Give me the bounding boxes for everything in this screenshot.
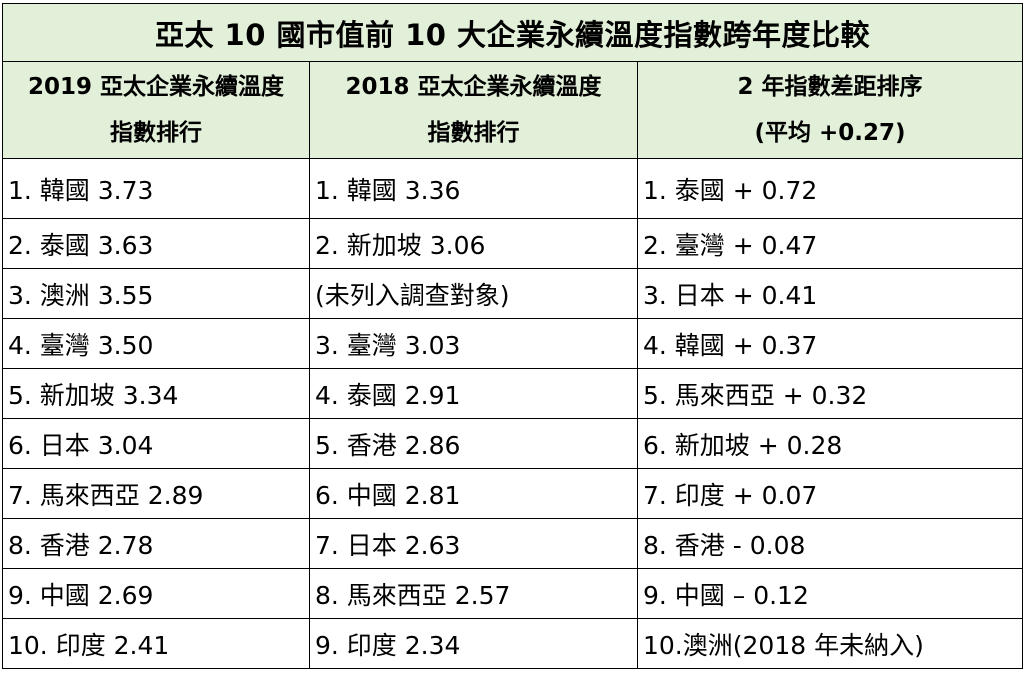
cell-2019: 3. 澳洲 3.55	[2, 268, 310, 319]
table-body: 1. 韓國 3.73 1. 韓國 3.36 1. 泰國 + 0.72 2. 泰國 3.…	[2, 158, 1023, 669]
table-row: 10. 印度 2.41 9. 印度 2.34 10.澳洲(2018 年未納入)	[2, 618, 1023, 669]
cell-2019: 4. 臺灣 3.50	[2, 318, 310, 369]
cell-2019: 8. 香港 2.78	[2, 518, 310, 569]
cell-2018: 2. 新加坡 3.06	[309, 218, 638, 269]
comparison-table: 亞太 10 國市值前 10 大企業永續溫度指數跨年度比較 2019 亞太企業永續…	[2, 3, 1023, 669]
table-title: 亞太 10 國市值前 10 大企業永續溫度指數跨年度比較	[2, 3, 1023, 62]
table-row: 7. 馬來西亞 2.89 6. 中國 2.81 7. 印度 + 0.07	[2, 468, 1023, 519]
cell-difference: 8. 香港 - 0.08	[637, 518, 1023, 569]
header-row: 2019 亞太企業永續溫度 指數排行 2018 亞太企業永續溫度 指數排行 2 …	[2, 61, 1023, 159]
cell-2019: 10. 印度 2.41	[2, 618, 310, 669]
cell-2019: 9. 中國 2.69	[2, 568, 310, 619]
header-diff-line2: (平均 +0.27)	[754, 120, 906, 146]
cell-difference: 7. 印度 + 0.07	[637, 468, 1023, 519]
header-diff-line1: 2 年指數差距排序	[737, 74, 923, 100]
cell-2018: 4. 泰國 2.91	[309, 368, 638, 419]
title-row: 亞太 10 國市值前 10 大企業永續溫度指數跨年度比較	[2, 3, 1023, 62]
cell-difference: 3. 日本 + 0.41	[637, 268, 1023, 319]
cell-difference: 10.澳洲(2018 年未納入)	[637, 618, 1023, 669]
table-row: 4. 臺灣 3.50 3. 臺灣 3.03 4. 韓國 + 0.37	[2, 318, 1023, 369]
cell-2019: 2. 泰國 3.63	[2, 218, 310, 269]
header-2018-line2: 指數排行	[427, 120, 520, 146]
cell-2018: 3. 臺灣 3.03	[309, 318, 638, 369]
cell-difference: 9. 中國 – 0.12	[637, 568, 1023, 619]
cell-2019: 6. 日本 3.04	[2, 418, 310, 469]
cell-2019: 7. 馬來西亞 2.89	[2, 468, 310, 519]
header-2018-line1: 2018 亞太企業永續溫度	[345, 74, 602, 100]
cell-2018: 5. 香港 2.86	[309, 418, 638, 469]
cell-2018: 6. 中國 2.81	[309, 468, 638, 519]
header-difference-ranking: 2 年指數差距排序 (平均 +0.27)	[637, 61, 1023, 159]
cell-2018: 1. 韓國 3.36	[309, 158, 638, 219]
header-2019-ranking: 2019 亞太企業永續溫度 指數排行	[2, 61, 310, 159]
header-2019-line1: 2019 亞太企業永續溫度	[27, 74, 285, 100]
cell-2018: (未列入調查對象)	[309, 268, 638, 319]
cell-difference: 6. 新加坡 + 0.28	[637, 418, 1023, 469]
cell-2018: 7. 日本 2.63	[309, 518, 638, 569]
table-row: 1. 韓國 3.73 1. 韓國 3.36 1. 泰國 + 0.72	[2, 158, 1023, 219]
cell-difference: 2. 臺灣 + 0.47	[637, 218, 1023, 269]
cell-2019: 5. 新加坡 3.34	[2, 368, 310, 419]
cell-difference: 5. 馬來西亞 + 0.32	[637, 368, 1023, 419]
cell-2019: 1. 韓國 3.73	[2, 158, 310, 219]
table-row: 2. 泰國 3.63 2. 新加坡 3.06 2. 臺灣 + 0.47	[2, 218, 1023, 269]
header-2019-line2: 指數排行	[110, 120, 202, 146]
table-row: 6. 日本 3.04 5. 香港 2.86 6. 新加坡 + 0.28	[2, 418, 1023, 469]
header-2018-ranking: 2018 亞太企業永續溫度 指數排行	[309, 61, 638, 159]
table-row: 5. 新加坡 3.34 4. 泰國 2.91 5. 馬來西亞 + 0.32	[2, 368, 1023, 419]
cell-2018: 8. 馬來西亞 2.57	[309, 568, 638, 619]
cell-2018: 9. 印度 2.34	[309, 618, 638, 669]
table-row: 8. 香港 2.78 7. 日本 2.63 8. 香港 - 0.08	[2, 518, 1023, 569]
cell-difference: 4. 韓國 + 0.37	[637, 318, 1023, 369]
cell-difference: 1. 泰國 + 0.72	[637, 158, 1023, 219]
table-row: 3. 澳洲 3.55 (未列入調查對象) 3. 日本 + 0.41	[2, 268, 1023, 319]
table-row: 9. 中國 2.69 8. 馬來西亞 2.57 9. 中國 – 0.12	[2, 568, 1023, 619]
